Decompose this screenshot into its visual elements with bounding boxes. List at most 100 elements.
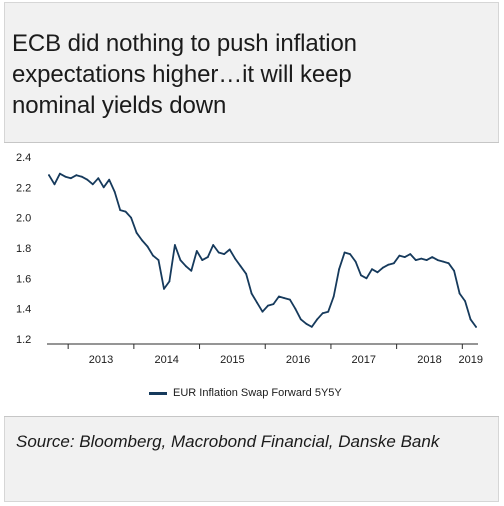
x-tick-label: 2017 bbox=[352, 354, 376, 366]
data-point bbox=[447, 262, 450, 265]
data-point bbox=[475, 326, 477, 328]
x-tick-label: 2019 bbox=[459, 354, 483, 366]
data-point bbox=[464, 300, 466, 302]
data-point bbox=[185, 265, 187, 268]
y-tick-label: 1.4 bbox=[16, 304, 31, 316]
data-point bbox=[223, 253, 226, 255]
data-point bbox=[349, 253, 351, 255]
data-point bbox=[442, 260, 445, 263]
data-point bbox=[113, 191, 116, 193]
data-point bbox=[289, 298, 291, 301]
legend-swatch bbox=[149, 391, 167, 395]
title-divider bbox=[4, 142, 499, 143]
data-point bbox=[190, 269, 193, 272]
chart-area: 2.4 2.2 2.0 1.8 1.6 1.4 1.2 2013 2014 2015 2016 20… bbox=[4, 143, 499, 416]
data-point bbox=[119, 209, 122, 211]
data-point bbox=[294, 307, 297, 310]
data-point bbox=[469, 318, 472, 321]
legend: EUR Inflation Swap Forward 5Y5Y bbox=[149, 385, 342, 401]
data-point bbox=[64, 175, 67, 178]
data-point bbox=[245, 272, 248, 275]
data-point bbox=[283, 297, 286, 299]
series-layer bbox=[48, 172, 477, 328]
x-tick-label: 2016 bbox=[286, 354, 310, 366]
legend-label: EUR Inflation Swap Forward 5Y5Y bbox=[173, 387, 342, 399]
data-point bbox=[179, 259, 182, 261]
data-point bbox=[206, 256, 209, 258]
data-point bbox=[157, 259, 160, 261]
x-tick-label: 2015 bbox=[220, 354, 244, 366]
data-point bbox=[201, 259, 204, 261]
data-point bbox=[261, 310, 264, 313]
data-point bbox=[80, 175, 83, 178]
data-point bbox=[70, 177, 72, 180]
y-tick-label: 2.2 bbox=[16, 182, 31, 194]
data-point bbox=[338, 268, 340, 271]
data-point bbox=[299, 318, 302, 321]
data-point bbox=[48, 174, 50, 177]
data-point bbox=[425, 259, 428, 261]
data-point bbox=[393, 262, 395, 265]
line-chart: 2.42.22.01.81.61.41.2 2013 2014 2015 2016 20… bbox=[16, 152, 483, 366]
data-point bbox=[195, 250, 198, 252]
data-point bbox=[343, 251, 346, 254]
y-tick-label: 1.6 bbox=[16, 273, 31, 285]
data-point bbox=[436, 259, 439, 261]
data-point bbox=[327, 310, 330, 313]
data-point bbox=[212, 244, 215, 246]
data-point bbox=[234, 257, 237, 260]
data-point bbox=[86, 178, 89, 181]
data-point bbox=[152, 254, 154, 257]
y-tick-label: 1.2 bbox=[16, 334, 31, 346]
data-point bbox=[59, 172, 61, 175]
data-point bbox=[414, 259, 417, 261]
data-point bbox=[453, 269, 455, 272]
data-point bbox=[420, 257, 423, 260]
chart-title: ECB did nothing to push inflation expect… bbox=[12, 30, 357, 119]
data-point bbox=[431, 256, 434, 258]
data-point bbox=[53, 183, 56, 186]
source-divider bbox=[4, 416, 499, 417]
data-point bbox=[458, 292, 461, 295]
data-point bbox=[376, 271, 379, 274]
data-point bbox=[382, 266, 384, 269]
y-axis: 2.4 2.2 2.0 1.8 1.6 1.4 1.2 bbox=[16, 152, 31, 346]
data-point bbox=[310, 326, 313, 328]
x-axis: 2013 2014 2015 2016 2017 2018 2019 bbox=[47, 343, 483, 366]
data-point bbox=[316, 318, 319, 321]
data-point bbox=[217, 251, 220, 254]
data-point bbox=[97, 177, 100, 180]
y-tick-label: 1.8 bbox=[16, 243, 31, 255]
data-point bbox=[256, 301, 258, 304]
data-point bbox=[398, 254, 401, 257]
data-point bbox=[305, 322, 308, 325]
data-point bbox=[387, 263, 390, 266]
data-point bbox=[267, 304, 269, 307]
data-point bbox=[168, 280, 171, 283]
data-point bbox=[272, 303, 275, 305]
data-point bbox=[141, 239, 144, 242]
data-point bbox=[130, 216, 132, 219]
data-point bbox=[250, 292, 253, 295]
data-point bbox=[163, 288, 165, 290]
data-point bbox=[146, 245, 149, 248]
data-point bbox=[409, 253, 412, 255]
data-point bbox=[75, 174, 78, 177]
data-point bbox=[371, 268, 373, 271]
data-point bbox=[174, 244, 176, 246]
data-point bbox=[108, 178, 111, 181]
y-tick-label: 2.4 bbox=[16, 152, 31, 164]
data-point bbox=[332, 295, 335, 298]
data-point bbox=[403, 256, 406, 258]
y-tick-label: 2.0 bbox=[16, 213, 31, 225]
data-point bbox=[124, 210, 127, 213]
source-note: Source: Bloomberg, Macrobond Financial, … bbox=[16, 432, 440, 451]
data-point bbox=[102, 186, 105, 189]
series-line bbox=[48, 172, 477, 328]
data-point bbox=[91, 183, 94, 186]
data-point bbox=[135, 231, 138, 234]
x-tick-label: 2018 bbox=[417, 354, 441, 366]
data-point bbox=[321, 312, 324, 315]
data-point bbox=[278, 295, 280, 298]
x-tick-label: 2013 bbox=[89, 354, 113, 366]
